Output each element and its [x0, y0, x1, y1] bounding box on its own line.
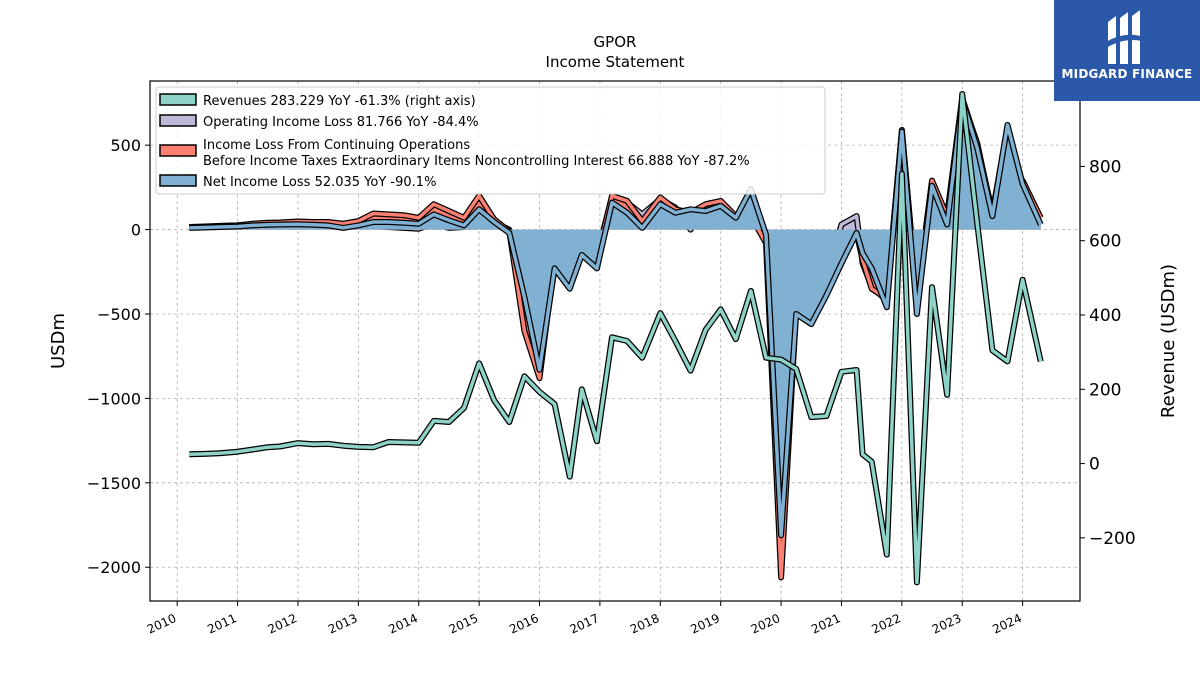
x-tick-label: 2019 [688, 611, 722, 637]
chart-title: GPOR [594, 33, 637, 51]
x-tick-label: 2010 [145, 611, 179, 637]
x-tick-label: 2011 [205, 611, 239, 637]
y-tick-label-left: −1000 [87, 389, 141, 408]
legend-box [155, 86, 826, 195]
x-tick-label: 2012 [266, 611, 300, 637]
y-axis-label-right: Revenue (USDm) [1158, 264, 1179, 418]
x-tick-label: 2023 [930, 611, 964, 637]
x-tick-label: 2020 [749, 611, 783, 637]
chart-subtitle: Income Statement [546, 53, 685, 71]
x-tick-label: 2018 [628, 611, 662, 637]
series-layer [189, 91, 1044, 586]
x-tick-label: 2013 [326, 611, 360, 637]
y-tick-label-right: −200 [1089, 529, 1136, 549]
legend-swatch [159, 114, 197, 127]
y-axis-label-left: USDm [48, 313, 69, 369]
plot-frame [149, 80, 1081, 602]
midgard-logo-icon [1106, 10, 1146, 64]
logo-text: MIDGARD FINANCE [1061, 67, 1193, 81]
series-line [189, 92, 1043, 585]
legend-label: Operating Income Loss 81.766 YoY -84.4% [203, 115, 479, 130]
legend: Revenues 283.229 YoY -61.3% (right axis)… [155, 86, 826, 195]
y-tick-label-right: 0 [1089, 455, 1100, 475]
x-tick-label: 2016 [507, 611, 541, 637]
y-tick-label-left: 500 [110, 136, 141, 155]
y-tick-label-left: −1500 [87, 474, 141, 493]
legend-swatch [159, 93, 197, 106]
legend-swatch [159, 144, 197, 157]
y-tick-label-right: 600 [1089, 232, 1121, 252]
x-tick-label: 2022 [870, 611, 904, 637]
x-tick-label: 2015 [447, 611, 481, 637]
legend-label: Net Income Loss 52.035 YoY -90.1% [203, 175, 436, 190]
x-tick-label: 2024 [990, 611, 1024, 637]
y-tick-label-left: −2000 [87, 558, 141, 577]
y-tick-label-right: 200 [1089, 380, 1121, 400]
midgard-finance-logo: MIDGARD FINANCE [1054, 0, 1200, 101]
legend-label: Revenues 283.229 YoY -61.3% (right axis) [203, 94, 476, 109]
legend-label: Income Loss From Continuing Operations Be… [203, 138, 750, 169]
x-tick-label: 2014 [386, 611, 420, 637]
series-area [189, 99, 1041, 578]
legend-swatch [159, 174, 197, 187]
y-tick-label-left: −500 [97, 305, 141, 324]
y-tick-label-left: 0 [131, 221, 141, 240]
series-line [189, 97, 1043, 537]
x-tick-label: 2017 [568, 611, 602, 637]
y-tick-label-right: 400 [1089, 306, 1121, 326]
x-tick-label: 2021 [809, 611, 843, 637]
y-tick-label-right: 800 [1089, 157, 1121, 177]
